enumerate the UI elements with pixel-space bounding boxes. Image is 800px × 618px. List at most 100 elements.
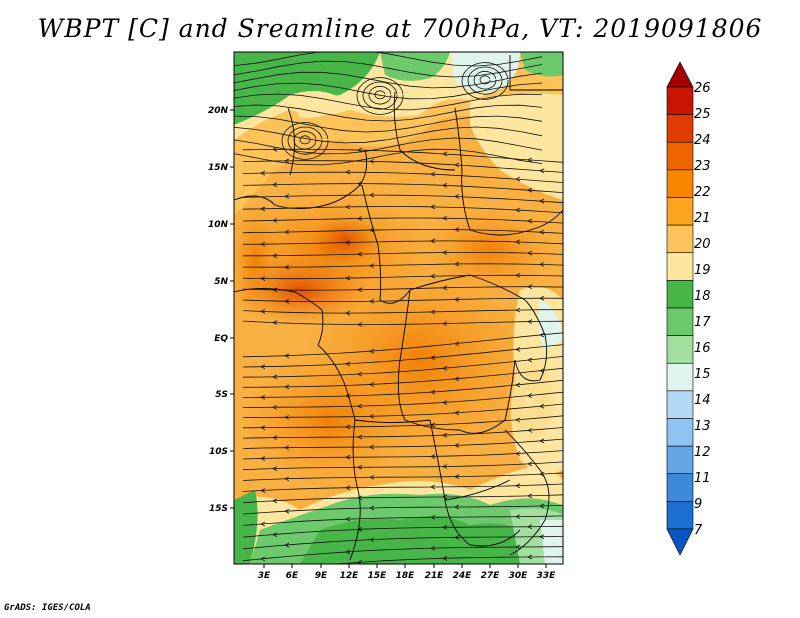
- streamline-arrow: [515, 272, 521, 278]
- streamline-arrow: [454, 443, 460, 448]
- streamline-arrow: [357, 147, 363, 153]
- streamline-arrow: [515, 417, 521, 423]
- colorbar-label: 12: [694, 445, 711, 460]
- streamline-arrow: [345, 424, 351, 430]
- colorbar-label: 14: [694, 393, 711, 408]
- streamline: [242, 367, 563, 388]
- streamline-arrow: [272, 532, 278, 537]
- streamline: [479, 75, 491, 85]
- streamline-arrow: [284, 353, 290, 359]
- streamline-arrow: [527, 461, 533, 467]
- streamline-arrow: [284, 298, 290, 304]
- streamline-arrow: [345, 516, 351, 522]
- streamline-arrow: [442, 524, 448, 530]
- streamline-arrow: [357, 495, 363, 501]
- streamline-arrow: [430, 454, 436, 459]
- streamline-arrow: [515, 347, 521, 352]
- streamline-arrow: [539, 198, 545, 204]
- streamline-arrow: [539, 295, 545, 301]
- lat-label: 20N: [208, 106, 229, 116]
- colorbar-cell: [666, 473, 694, 502]
- streamline-arrow: [430, 484, 436, 490]
- streamline-arrow: [357, 403, 363, 409]
- streamline: [242, 515, 563, 526]
- streamline: [234, 137, 543, 155]
- streamline-arrow: [284, 476, 290, 482]
- streamline-arrow: [284, 264, 290, 270]
- streamline-arrow: [442, 365, 448, 371]
- streamline-arrow: [369, 348, 375, 354]
- streamline-arrow: [272, 404, 278, 410]
- lon-label: 15E: [368, 571, 388, 581]
- streamline-arrow: [345, 361, 351, 367]
- streamline: [242, 160, 563, 173]
- colorbar-cell: [666, 141, 694, 171]
- streamline-arrow: [272, 147, 278, 152]
- streamline: [234, 52, 543, 67]
- streamline: [368, 86, 392, 105]
- streamline: [234, 115, 543, 133]
- streamline-arrow: [260, 394, 266, 400]
- streamline-arrow: [369, 263, 375, 269]
- streamline-arrow: [539, 368, 545, 374]
- streamline: [242, 403, 563, 418]
- colorbar-cell: [666, 197, 694, 226]
- streamline: [242, 274, 563, 280]
- streamline-arrow: [345, 310, 351, 316]
- streamline-arrow: [515, 176, 521, 182]
- streamline-arrow: [454, 504, 460, 510]
- colorbar-label: 22: [694, 185, 711, 200]
- streamline: [293, 131, 317, 150]
- streamline: [242, 525, 563, 538]
- streamline-arrow: [260, 488, 266, 493]
- streamline-arrow: [539, 403, 545, 409]
- streamline-arrow: [527, 524, 533, 530]
- streamline-arrow: [454, 227, 460, 232]
- streamline-arrow: [527, 284, 533, 290]
- streamline-arrow: [442, 555, 448, 561]
- streamline-arrow: [527, 250, 533, 256]
- streamline-arrow: [369, 298, 375, 304]
- lon-label: 33E: [537, 571, 557, 581]
- streamline-arrow: [442, 321, 448, 326]
- streamline-arrow: [442, 400, 448, 405]
- streamline-arrow: [442, 285, 448, 291]
- streamline: [234, 60, 543, 78]
- streamline-arrow: [430, 545, 436, 551]
- streamline: [299, 135, 311, 145]
- streamline-arrow: [527, 393, 533, 398]
- streamline-arrow: [515, 544, 521, 550]
- streamline-arrow: [260, 309, 266, 314]
- streamline-arrow: [442, 182, 448, 188]
- streamline-arrow: [442, 151, 448, 157]
- country-borders: [234, 55, 563, 561]
- colorbar-cell: [666, 335, 694, 364]
- streamline-arrow: [260, 364, 266, 370]
- colorbar-label: 24: [694, 133, 711, 148]
- streamline-arrow: [442, 215, 448, 221]
- grads-credit: GrADS: IGES/COLA: [4, 603, 91, 613]
- lat-label: 15S: [209, 504, 228, 514]
- streamline-arrow: [369, 444, 375, 450]
- colorbar-cell: [666, 252, 694, 281]
- streamline-arrow: [345, 204, 351, 210]
- colorbar-label: 23: [694, 159, 711, 174]
- streamline-arrow: [284, 414, 290, 420]
- colorbar-cell: [666, 390, 694, 419]
- colorbar-cell: [666, 501, 694, 530]
- streamline-arrow: [345, 169, 351, 175]
- streamline: [234, 126, 543, 144]
- streamline-arrow: [345, 549, 351, 555]
- colorbar-cell: [666, 418, 694, 447]
- streamline-arrow: [272, 435, 278, 440]
- streamline-arrow: [369, 227, 375, 233]
- streamline-arrow: [369, 192, 375, 198]
- streamline-arrow: [430, 514, 436, 520]
- streamline-arrow: [369, 505, 375, 511]
- streamline: [242, 379, 563, 398]
- lon-label: 27E: [481, 571, 501, 581]
- streamline: [467, 66, 503, 95]
- colorbar-label: 9: [694, 497, 702, 512]
- streamline-arrow: [260, 276, 266, 281]
- colorbar-cell: [666, 224, 694, 254]
